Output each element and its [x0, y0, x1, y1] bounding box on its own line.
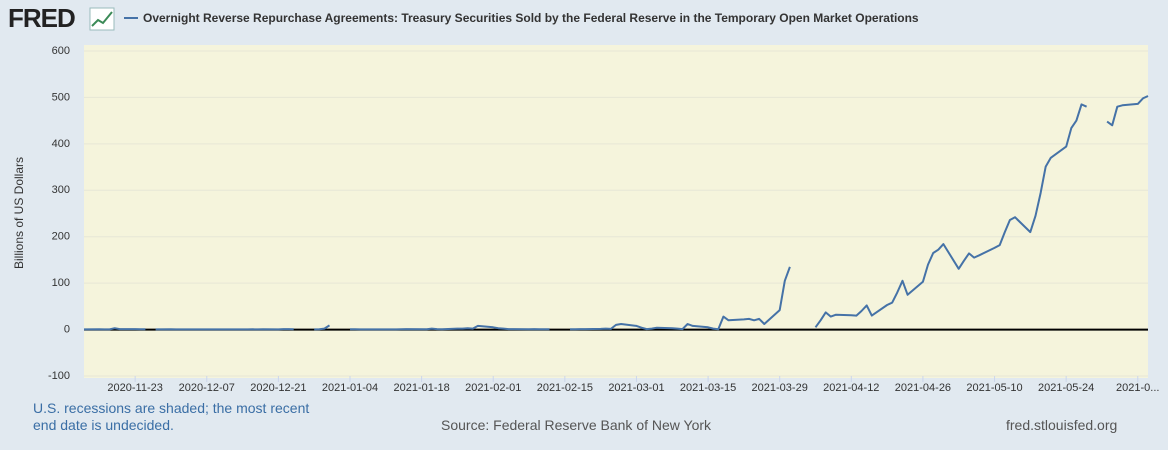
- recession-note: U.S. recessions are shaded; the most rec…: [33, 400, 310, 433]
- legend-label: Overnight Reverse Repurchase Agreements:…: [143, 11, 919, 25]
- y-tick-label: 500: [52, 91, 70, 103]
- logo-icon: [89, 7, 115, 31]
- x-tick-label: 2021-03-01: [608, 382, 664, 394]
- x-tick-label: 2021-02-01: [465, 382, 521, 394]
- y-tick-label: 300: [52, 184, 70, 196]
- x-tick-label: 2021-01-04: [322, 382, 378, 394]
- plot-area: [84, 45, 1148, 378]
- x-tick-label: 2020-11-23: [107, 382, 162, 394]
- x-tick-label: 2021-0...: [1116, 382, 1159, 394]
- y-axis-label: Billions of US Dollars: [12, 157, 26, 269]
- x-tick-label: 2021-05-10: [966, 382, 1022, 394]
- y-tick-label: 400: [52, 138, 70, 150]
- y-tick-label: 100: [52, 277, 70, 289]
- series-line: [83, 95, 1149, 331]
- y-tick-label: 200: [52, 231, 70, 243]
- x-tick-label: 2021-03-15: [680, 382, 736, 394]
- x-tick-label: 2021-03-29: [752, 382, 808, 394]
- x-tick-label: 2021-01-18: [393, 382, 449, 394]
- site: fred.stlouisfed.org: [1006, 417, 1118, 433]
- x-tick-label: 2021-02-15: [537, 382, 593, 394]
- x-tick-label: 2021-04-26: [895, 382, 951, 394]
- x-tick-label: 2021-04-12: [823, 382, 879, 394]
- y-tick-label: 0: [64, 323, 70, 335]
- logo: FRED: [8, 3, 75, 33]
- x-tick-label: 2020-12-21: [250, 382, 306, 394]
- x-tick-label: 2021-05-24: [1038, 382, 1094, 394]
- y-tick-label: 600: [52, 45, 70, 57]
- y-tick-label: -100: [48, 370, 70, 382]
- x-tick-label: 2020-12-07: [179, 382, 235, 394]
- source: Source: Federal Reserve Bank of New York: [441, 417, 712, 433]
